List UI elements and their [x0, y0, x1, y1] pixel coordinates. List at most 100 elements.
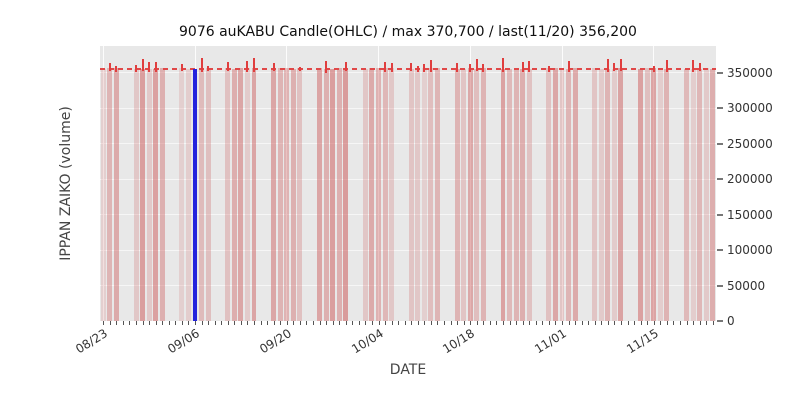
candle-bar [153, 69, 159, 321]
x-minor-tick [620, 321, 622, 325]
x-minor-tick [214, 321, 216, 325]
candle-bar [526, 68, 532, 321]
candle-wick [246, 61, 249, 73]
x-minor-tick [221, 321, 223, 325]
gridline-vertical [286, 46, 288, 321]
x-minor-tick [181, 321, 183, 325]
level-line [100, 67, 716, 70]
x-minor-tick [129, 321, 131, 325]
y-tick-mark [717, 249, 723, 252]
gridline-horizontal [100, 249, 716, 251]
gridline-horizontal [100, 143, 716, 145]
x-minor-tick [483, 321, 485, 325]
x-minor-tick [712, 321, 714, 325]
x-minor-tick [575, 321, 577, 325]
x-minor-tick [430, 321, 432, 325]
candle-wick [475, 59, 478, 72]
x-minor-tick [398, 321, 400, 325]
candle-bar [618, 67, 624, 321]
x-minor-tick [404, 321, 406, 325]
candle-wick [108, 63, 111, 71]
candle-wick [456, 62, 459, 73]
x-minor-tick [529, 321, 531, 325]
x-minor-tick [666, 321, 668, 325]
candle-bar [100, 69, 106, 321]
y-tick-label: 0 [727, 314, 735, 328]
y-tick-mark [717, 213, 723, 216]
candle-wick [698, 63, 701, 72]
x-minor-tick [489, 321, 491, 325]
candle-wick [528, 61, 531, 72]
x-minor-tick [299, 321, 301, 325]
candle-bar [343, 69, 349, 321]
candle-bar [290, 68, 296, 321]
y-tick-mark [717, 142, 723, 145]
x-minor-tick [371, 321, 373, 325]
chart-title: 9076 auKABU Candle(OHLC) / max 370,700 /… [179, 24, 637, 40]
candle-wick [482, 64, 485, 72]
y-tick-mark [717, 320, 723, 322]
x-minor-tick [136, 321, 138, 325]
gridline-horizontal [100, 107, 716, 109]
candle-bar [638, 68, 644, 321]
x-minor-tick [122, 321, 124, 325]
candle-bar [500, 68, 506, 321]
x-minor-tick [116, 321, 118, 325]
x-minor-tick [358, 321, 360, 325]
candle-wick [384, 62, 387, 73]
x-minor-tick [542, 321, 544, 325]
x-minor-tick [103, 321, 105, 325]
candle-bar [421, 67, 427, 321]
candle-bar [369, 68, 375, 321]
y-tick-mark [717, 284, 723, 287]
x-minor-tick [417, 321, 419, 325]
y-tick-label: 350000 [727, 65, 773, 80]
candle-bar [474, 68, 480, 321]
x-minor-tick [391, 321, 393, 325]
candle-bar [572, 68, 578, 321]
x-minor-tick [201, 321, 203, 325]
candle-wick [502, 57, 505, 73]
y-tick-label: 100000 [727, 243, 773, 258]
candle-bar [520, 69, 526, 321]
x-minor-tick [673, 321, 675, 325]
candle-bar [297, 68, 303, 321]
candle-bar [598, 68, 604, 321]
x-minor-tick [188, 321, 190, 325]
candle-wick [226, 61, 229, 72]
x-minor-tick [247, 321, 249, 325]
x-minor-tick [195, 321, 197, 325]
candle-bar [454, 68, 460, 321]
x-minor-tick [312, 321, 314, 325]
x-minor-tick [280, 321, 282, 325]
x-axis-label: DATE [389, 362, 427, 378]
y-tick-label: 150000 [727, 207, 773, 222]
candle-bar [376, 67, 381, 321]
x-minor-tick [168, 321, 170, 325]
gridline-horizontal [100, 214, 716, 216]
candle-bar [703, 68, 709, 321]
candle-bar [362, 68, 368, 321]
x-minor-tick [470, 321, 472, 325]
x-minor-tick [614, 321, 616, 325]
candle-bar [185, 69, 191, 321]
candle-wick [344, 62, 347, 71]
candle-wick [253, 57, 255, 73]
x-minor-tick [155, 321, 157, 325]
candle-bar [140, 68, 146, 321]
x-minor-tick [457, 321, 459, 325]
candle-wick [148, 62, 151, 73]
x-minor-tick [378, 321, 380, 325]
x-minor-tick [653, 321, 655, 325]
candle-wick [547, 66, 550, 72]
gridline-vertical [378, 46, 379, 321]
x-minor-tick [319, 321, 321, 325]
candle-bar [415, 69, 421, 321]
candle-bar [179, 68, 185, 321]
x-minor-tick [496, 321, 498, 325]
candle-wick [613, 62, 616, 72]
candle-bar [408, 68, 414, 321]
candle-bar [684, 69, 689, 321]
x-minor-tick [306, 321, 308, 325]
candle-wick [567, 60, 570, 73]
